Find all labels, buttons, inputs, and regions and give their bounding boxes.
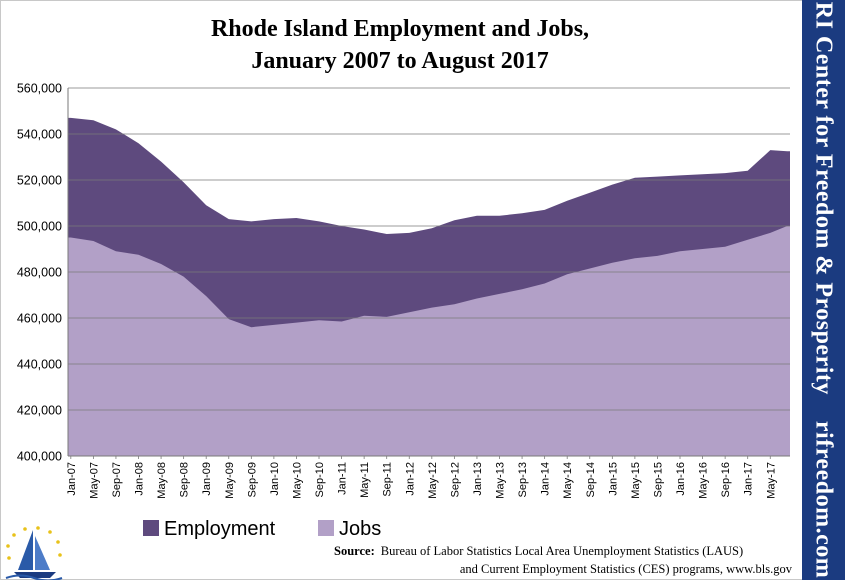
- x-tick-label: May-14: [562, 462, 574, 499]
- x-tick-label: May-09: [224, 462, 236, 499]
- chart-title-line-2: January 2007 to August 2017: [251, 48, 548, 74]
- x-tick-label: Jan-10: [269, 462, 281, 496]
- series-area-jobs: [68, 226, 790, 456]
- x-tick-label: May-08: [156, 462, 168, 499]
- legend-label-employment: Employment: [164, 518, 276, 540]
- y-tick-label: 560,000: [17, 82, 62, 96]
- x-tick-label: May-16: [698, 462, 710, 499]
- org-name: RI Center for Freedom & Prosperity: [810, 1, 837, 395]
- x-tick-label: Jan-08: [134, 462, 146, 496]
- x-tick-label: Jan-13: [472, 462, 484, 496]
- sidebar-text: RI Center for Freedom & Prosperity rifree…: [810, 2, 837, 578]
- x-tick-label: Sep-09: [246, 462, 258, 497]
- axes: [67, 88, 790, 457]
- y-axis-ticks: 560,000 540,000 520,000 500,000 480,000 460,0…: [17, 82, 62, 464]
- x-axis-ticks: Jan-07 May-07 Sep-07 Jan-08 May-08 Sep-08 Jan-…: [66, 456, 777, 499]
- legend-swatch-jobs: [318, 520, 334, 536]
- chart-title-line-1: Rhode Island Employment and Jobs,: [211, 16, 589, 42]
- y-tick-label: 540,000: [17, 128, 62, 142]
- y-tick-label: 480,000: [17, 266, 62, 280]
- y-tick-label: 400,000: [17, 450, 62, 464]
- x-tick-label: Sep-16: [720, 462, 732, 497]
- x-tick-label: May-07: [88, 462, 100, 499]
- source-label: Source:: [334, 544, 375, 558]
- y-tick-label: 420,000: [17, 404, 62, 418]
- legend-label-jobs: Jobs: [339, 518, 381, 540]
- x-tick-label: Jan-14: [540, 462, 552, 496]
- x-tick-label: Sep-10: [314, 462, 326, 497]
- y-tick-label: 440,000: [17, 358, 62, 372]
- x-tick-label: Jan-07: [66, 462, 78, 496]
- x-tick-label: May-11: [359, 462, 371, 498]
- gridlines: [68, 87, 790, 411]
- x-tick-label: May-15: [630, 462, 642, 499]
- x-tick-label: Sep-08: [179, 462, 191, 497]
- sailboat-stars-logo: [5, 526, 63, 580]
- x-tick-label: Sep-11: [382, 462, 394, 497]
- x-tick-label: May-12: [427, 462, 439, 499]
- x-tick-label: Jan-15: [607, 462, 619, 496]
- source-note-line-2: and Current Employment Statistics (CES) …: [460, 562, 793, 576]
- x-tick-label: Jan-11: [337, 462, 349, 495]
- source-text-1: Bureau of Labor Statistics Local Area Un…: [381, 544, 743, 558]
- x-tick-label: Sep-15: [652, 462, 664, 497]
- x-tick-label: Jan-16: [675, 462, 687, 496]
- x-tick-label: Jan-09: [201, 462, 213, 496]
- x-tick-label: Sep-13: [517, 462, 529, 497]
- x-tick-label: May-10: [291, 462, 303, 499]
- plot-area: 560,000 540,000 520,000 500,000 480,000 460,0…: [17, 82, 790, 499]
- x-tick-label: Jan-17: [743, 462, 755, 496]
- x-tick-label: Jan-12: [404, 462, 416, 496]
- x-tick-label: Sep-07: [111, 462, 123, 497]
- y-tick-label: 500,000: [17, 220, 62, 234]
- y-tick-label: 460,000: [17, 312, 62, 326]
- brand-sidebar: RI Center for Freedom & Prosperity rifree…: [802, 0, 845, 580]
- legend: Employment Jobs: [143, 518, 381, 540]
- y-tick-label: 520,000: [17, 174, 62, 188]
- x-tick-label: Sep-14: [585, 462, 597, 497]
- series-layer: [68, 117, 790, 457]
- legend-swatch-employment: [143, 520, 159, 536]
- website-url: rifreedom.com: [810, 420, 837, 579]
- x-tick-label: Sep-12: [449, 462, 461, 497]
- source-note-line-1: Source: Bureau of Labor Statistics Local …: [334, 544, 743, 558]
- x-tick-label: May-13: [495, 462, 507, 499]
- x-tick-label: May-17: [765, 462, 777, 499]
